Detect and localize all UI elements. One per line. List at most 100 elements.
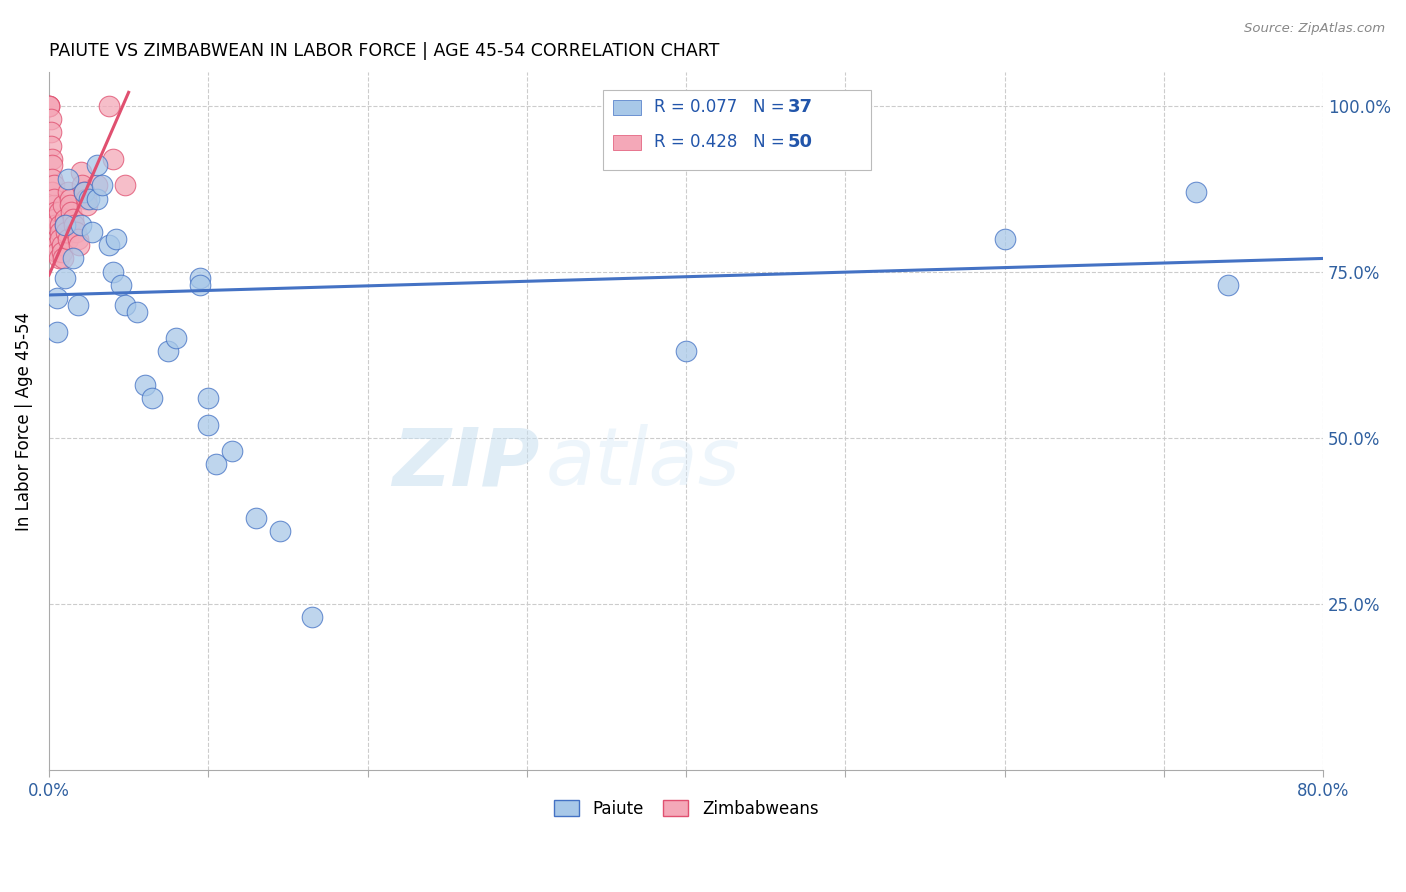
Point: [86, 192, 108, 206]
Point: [188, 271, 211, 285]
Point: [994, 231, 1017, 245]
Text: PAIUTE VS ZIMBABWEAN IN LABOR FORCE | AGE 45-54 CORRELATION CHART: PAIUTE VS ZIMBABWEAN IN LABOR FORCE | AG…: [49, 42, 720, 60]
Point: [221, 444, 243, 458]
Point: [45, 231, 67, 245]
Point: [114, 178, 136, 193]
Point: [114, 298, 136, 312]
Point: [44, 211, 66, 226]
Point: [197, 417, 219, 432]
Text: ZIP: ZIP: [392, 424, 540, 502]
Point: [38, 98, 60, 112]
Point: [197, 391, 219, 405]
Point: [86, 158, 108, 172]
Point: [56, 231, 79, 245]
Point: [69, 218, 91, 232]
Text: R = 0.428   N =: R = 0.428 N =: [654, 133, 790, 151]
Point: [125, 304, 148, 318]
Point: [110, 278, 132, 293]
Point: [45, 325, 67, 339]
Point: [41, 185, 63, 199]
Point: [86, 178, 108, 193]
Point: [52, 252, 75, 266]
Point: [42, 198, 65, 212]
FancyBboxPatch shape: [613, 100, 641, 115]
Point: [42, 192, 65, 206]
Point: [75, 192, 97, 206]
Point: [38, 98, 60, 112]
Point: [1184, 185, 1206, 199]
Point: [165, 331, 187, 345]
Point: [675, 344, 697, 359]
Point: [269, 524, 291, 538]
Text: 37: 37: [787, 98, 813, 116]
Point: [56, 171, 79, 186]
Point: [73, 185, 96, 199]
Point: [67, 238, 90, 252]
Point: [55, 225, 77, 239]
Point: [205, 458, 228, 472]
Point: [49, 231, 72, 245]
Point: [53, 218, 76, 232]
Point: [1216, 278, 1239, 293]
Point: [72, 178, 94, 193]
Text: atlas: atlas: [546, 424, 741, 502]
Point: [98, 98, 121, 112]
Point: [44, 205, 66, 219]
Point: [157, 344, 180, 359]
FancyBboxPatch shape: [613, 135, 641, 150]
Point: [98, 238, 121, 252]
Point: [39, 125, 62, 139]
Point: [42, 178, 65, 193]
Point: [104, 231, 127, 245]
Point: [66, 298, 89, 312]
Point: [45, 244, 67, 259]
Y-axis label: In Labor Force | Age 45-54: In Labor Force | Age 45-54: [15, 311, 32, 531]
Point: [53, 218, 76, 232]
Point: [45, 238, 67, 252]
Point: [73, 185, 96, 199]
Point: [101, 152, 124, 166]
Point: [48, 205, 70, 219]
Point: [52, 198, 75, 212]
Point: [41, 171, 63, 186]
Point: [141, 391, 163, 405]
Point: [41, 152, 63, 166]
Point: [38, 98, 60, 112]
Point: [48, 252, 70, 266]
Point: [39, 112, 62, 126]
Point: [45, 291, 67, 305]
Point: [51, 244, 73, 259]
Point: [90, 178, 112, 193]
Point: [60, 205, 83, 219]
Point: [44, 218, 66, 232]
Point: [56, 185, 79, 199]
Point: [66, 231, 89, 245]
Point: [63, 218, 86, 232]
Point: [41, 158, 63, 172]
Legend: Paiute, Zimbabweans: Paiute, Zimbabweans: [547, 793, 825, 824]
Point: [62, 211, 84, 226]
Point: [134, 377, 156, 392]
FancyBboxPatch shape: [603, 90, 870, 170]
Point: [77, 192, 100, 206]
Point: [62, 252, 84, 266]
Point: [39, 138, 62, 153]
Point: [69, 165, 91, 179]
Text: Source: ZipAtlas.com: Source: ZipAtlas.com: [1244, 22, 1385, 36]
Point: [76, 198, 98, 212]
Point: [188, 278, 211, 293]
Point: [53, 271, 76, 285]
Point: [49, 218, 72, 232]
Text: 50: 50: [787, 133, 813, 151]
Point: [49, 225, 72, 239]
Point: [53, 211, 76, 226]
Point: [101, 265, 124, 279]
Text: R = 0.077   N =: R = 0.077 N =: [654, 98, 790, 116]
Point: [245, 510, 267, 524]
Point: [59, 192, 82, 206]
Point: [301, 610, 323, 624]
Point: [65, 225, 87, 239]
Point: [59, 198, 82, 212]
Point: [51, 238, 73, 252]
Point: [80, 225, 103, 239]
